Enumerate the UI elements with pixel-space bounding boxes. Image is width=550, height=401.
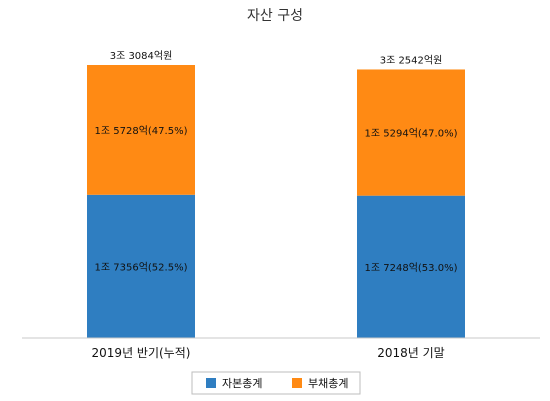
legend-swatch — [292, 378, 302, 388]
x-tick-label: 2019년 반기(누적) — [92, 346, 191, 360]
x-tick-label: 2018년 기말 — [377, 346, 444, 360]
bar-value-label: 1조 7356억(52.5%) — [95, 261, 188, 273]
bar-liabilities-1 — [357, 69, 465, 196]
bar-equity-1 — [357, 195, 465, 338]
bar-equity-0 — [87, 194, 195, 338]
bar-value-label: 1조 5728억(47.5%) — [95, 125, 188, 137]
legend-label: 자본총계 — [222, 377, 262, 390]
category-labels: 2019년 반기(누적) 2018년 기말 — [92, 346, 445, 360]
legend-box — [191, 371, 361, 395]
bar-total-label: 3조 3084억원 — [110, 50, 173, 62]
bar-value-label: 1조 7248억(53.0%) — [365, 262, 458, 274]
chart-title: 자산 구성 — [247, 8, 303, 24]
legend: 자본총계 부채총계 — [206, 377, 348, 390]
bar-total-label: 3조 2542억원 — [380, 54, 443, 66]
bar-liabilities-0 — [87, 65, 195, 195]
bar-value-label: 1조 5294억(47.0%) — [365, 128, 458, 140]
legend-label: 부채총계 — [308, 377, 348, 390]
bars: 1조 7356억(52.5%) 1조 5728억(47.5%) 3조 3084억원 1… — [87, 50, 465, 338]
legend-swatch — [206, 378, 216, 388]
